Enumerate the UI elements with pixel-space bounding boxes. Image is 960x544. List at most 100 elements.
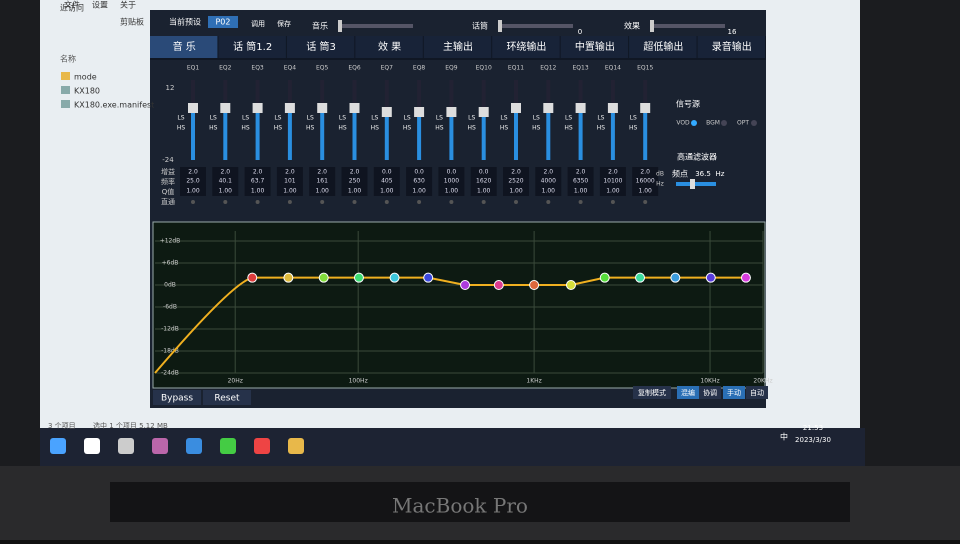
eq-node[interactable] [318, 272, 329, 283]
bottom-button-label[interactable]: Reset [214, 394, 240, 404]
volume-knob[interactable] [338, 20, 342, 32]
tab-label[interactable]: 超低输出 [643, 40, 683, 53]
fader-knob[interactable] [188, 103, 198, 113]
tab[interactable] [560, 36, 629, 58]
mode-button[interactable] [699, 386, 721, 399]
fader-knob[interactable] [543, 103, 554, 113]
eq-node[interactable] [599, 272, 610, 283]
eq-node[interactable] [283, 272, 294, 283]
fader-knob[interactable] [252, 103, 263, 113]
mode-label[interactable]: 混编 [681, 388, 695, 397]
fader-knob[interactable] [575, 103, 586, 113]
taskbar-icon[interactable] [254, 438, 270, 454]
bottom-button[interactable] [153, 390, 201, 405]
tab-label[interactable]: 话 筒1.2 [233, 40, 272, 53]
eq-node[interactable] [670, 272, 681, 283]
radio-label[interactable]: VOD [676, 120, 690, 127]
eq-node[interactable] [705, 272, 716, 283]
file-name[interactable]: KX180 [74, 87, 100, 96]
taskbar-icon[interactable] [288, 438, 304, 454]
hpf-knob[interactable] [690, 179, 695, 189]
taskbar-icon[interactable] [84, 438, 100, 454]
radio[interactable] [691, 120, 697, 126]
bypass-dot[interactable] [546, 200, 551, 204]
tab[interactable] [697, 36, 765, 58]
tab[interactable] [150, 36, 218, 58]
toolbar-button[interactable]: 保存 [277, 19, 291, 28]
eq-node[interactable] [635, 272, 646, 283]
taskbar-icon[interactable] [220, 438, 236, 454]
fader-knob[interactable] [220, 103, 231, 113]
bypass-dot[interactable] [191, 200, 195, 204]
tab-label[interactable]: 话 筒3 [306, 40, 336, 53]
volume-knob[interactable] [650, 20, 654, 32]
eq-node[interactable] [353, 272, 364, 283]
radio[interactable] [751, 120, 757, 126]
file-name[interactable]: mode [74, 73, 97, 82]
eq-node[interactable] [493, 280, 504, 290]
bypass-dot[interactable] [514, 200, 518, 204]
tab-label[interactable]: 音 乐 [173, 40, 196, 53]
menu-item[interactable]: 文件 [64, 0, 80, 10]
tab-label[interactable]: 中置输出 [575, 40, 615, 53]
eq-node[interactable] [565, 280, 576, 290]
bypass-dot[interactable] [449, 200, 454, 204]
mode-label[interactable]: 协调 [703, 388, 717, 397]
eq-node[interactable] [423, 272, 434, 283]
fader-knob[interactable] [349, 103, 360, 113]
menu-item[interactable]: 关于 [120, 0, 136, 10]
bypass-dot[interactable] [578, 200, 583, 204]
bypass-dot[interactable] [384, 200, 389, 204]
bypass-dot[interactable] [255, 200, 260, 204]
taskbar-icon[interactable] [50, 438, 66, 454]
fader-knob[interactable] [640, 103, 651, 113]
fader-knob[interactable] [317, 103, 328, 113]
mode-label[interactable]: 手动 [727, 388, 741, 397]
eq-node[interactable] [529, 280, 540, 290]
mode-label[interactable]: 自动 [750, 388, 764, 397]
fader-knob[interactable] [607, 103, 618, 113]
tab-label[interactable]: 效 果 [378, 40, 401, 53]
bypass-dot[interactable] [417, 200, 422, 204]
taskbar-icon[interactable] [152, 438, 168, 454]
taskbar-icon[interactable] [186, 438, 202, 454]
fader-knob[interactable] [284, 103, 295, 113]
fader-knob[interactable] [478, 107, 489, 117]
eq-node[interactable] [247, 272, 258, 283]
tab-label[interactable]: 主输出 [443, 40, 473, 53]
mode-button[interactable] [633, 386, 671, 399]
radio-label[interactable]: OPT [737, 120, 749, 127]
mode-button[interactable] [677, 386, 699, 399]
fader-knob[interactable] [381, 107, 392, 117]
bypass-dot[interactable] [352, 200, 357, 204]
eq-node[interactable] [740, 272, 751, 283]
fader-knob[interactable] [511, 103, 521, 113]
mode-button[interactable] [746, 386, 768, 399]
mode-label[interactable]: 复制模式 [638, 388, 666, 397]
tab[interactable] [492, 36, 560, 58]
eq-node[interactable] [460, 280, 471, 290]
bottom-button-label[interactable]: Bypass [161, 394, 193, 404]
mode-button[interactable] [723, 386, 745, 399]
taskbar-icon[interactable] [118, 438, 134, 454]
bypass-dot[interactable] [320, 200, 325, 204]
tab[interactable] [423, 36, 492, 58]
bypass-dot[interactable] [610, 200, 615, 204]
bypass-dot[interactable] [223, 200, 228, 204]
tab-label[interactable]: 录音输出 [712, 40, 752, 53]
tab-label[interactable]: 环绕输出 [506, 40, 546, 53]
tab[interactable] [629, 36, 697, 58]
toolbar-button[interactable]: 调用 [251, 19, 265, 28]
radio-label[interactable]: BGM [706, 120, 720, 127]
fader-knob[interactable] [414, 107, 425, 117]
volume-knob[interactable] [498, 20, 502, 32]
radio[interactable] [721, 120, 727, 126]
bypass-dot[interactable] [643, 200, 648, 204]
tab[interactable] [286, 36, 355, 58]
bypass-dot[interactable] [287, 200, 292, 204]
eq-node[interactable] [389, 272, 400, 283]
tab[interactable] [218, 36, 286, 58]
file-name[interactable]: KX180.exe.manifest [74, 101, 154, 110]
preset-value[interactable]: P02 [215, 18, 230, 27]
tab[interactable] [355, 36, 423, 58]
